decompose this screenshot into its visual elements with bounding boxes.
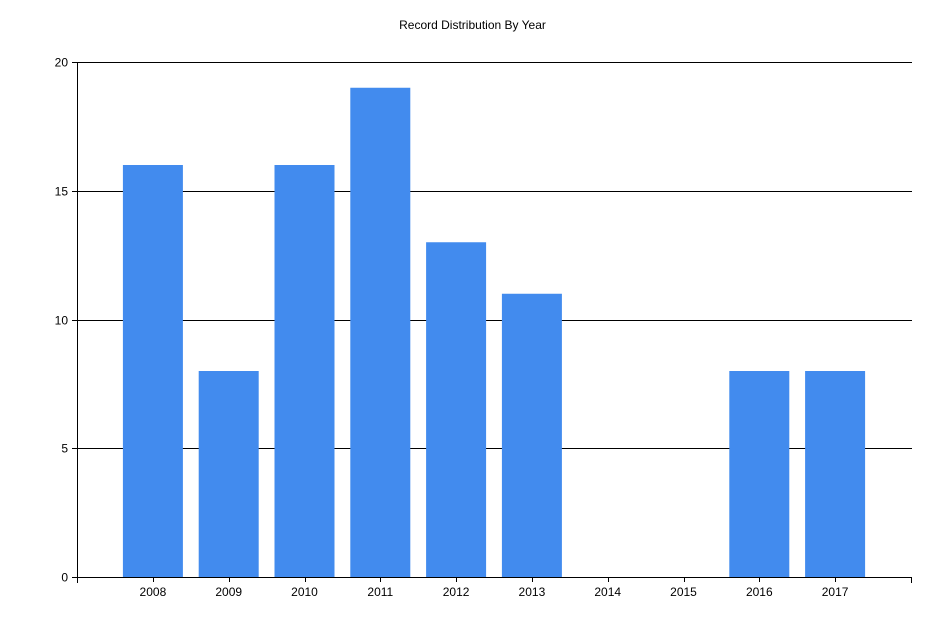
x-tick-label: 2014 bbox=[594, 585, 621, 599]
chart-title: Record Distribution By Year bbox=[399, 18, 546, 32]
x-axis-ticks: 2008 2009 2010 2011 2012 2013 2014 2015 2016 2017 bbox=[140, 577, 849, 599]
bar bbox=[122, 165, 183, 577]
x-tick-label: 2017 bbox=[822, 585, 849, 599]
x-tick-label: 2010 bbox=[291, 585, 318, 599]
bar bbox=[501, 293, 562, 577]
x-tick-label: 2013 bbox=[519, 585, 546, 599]
bar bbox=[198, 371, 259, 577]
bar bbox=[350, 87, 411, 577]
bar bbox=[729, 371, 790, 577]
y-tick-label: 15 bbox=[55, 185, 69, 199]
x-tick-label: 2011 bbox=[367, 585, 393, 599]
bars bbox=[122, 87, 866, 577]
x-tick-label: 2016 bbox=[746, 585, 773, 599]
x-tick-label: 2008 bbox=[140, 585, 167, 599]
bar bbox=[426, 242, 487, 577]
y-tick-label: 0 bbox=[61, 571, 68, 585]
x-tick-label: 2012 bbox=[443, 585, 470, 599]
x-tick-label: 2015 bbox=[670, 585, 697, 599]
x-tick-label: 2009 bbox=[215, 585, 242, 599]
y-tick-label: 10 bbox=[55, 314, 69, 328]
bar bbox=[274, 165, 335, 577]
y-axis-ticks: 0 5 10 15 20 bbox=[55, 56, 77, 585]
axes bbox=[77, 62, 912, 583]
bar bbox=[805, 371, 866, 577]
y-tick-label: 20 bbox=[55, 56, 69, 70]
y-tick-label: 5 bbox=[61, 442, 68, 456]
